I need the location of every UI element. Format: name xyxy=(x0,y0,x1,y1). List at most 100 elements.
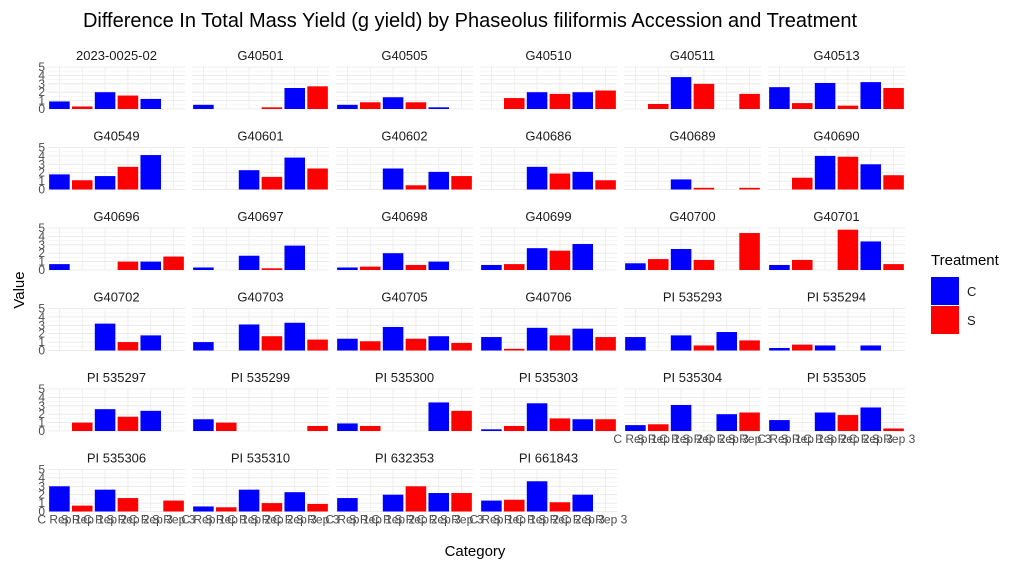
bar xyxy=(117,498,139,512)
facet-strip-label: PI 661843 xyxy=(519,451,578,466)
bar xyxy=(625,337,646,351)
x-tick-label: C Rep 3 xyxy=(129,513,173,527)
facet-panel: PI 535304 C Rep 1S Rep 1C Rep 2S Rep 2C R… xyxy=(613,370,771,446)
facet-panel: G40505 xyxy=(336,48,473,110)
x-tick-label: C Rep 2 xyxy=(803,432,847,446)
facet-panel: G40701 xyxy=(768,209,905,271)
bar xyxy=(49,174,70,190)
bar xyxy=(503,264,525,270)
x-tick-label: S Rep 2 xyxy=(538,513,582,527)
bar xyxy=(647,259,669,270)
bar xyxy=(739,93,760,109)
bar xyxy=(382,494,404,512)
x-axis-label: Category xyxy=(445,543,506,560)
bar xyxy=(526,92,548,109)
facet-panel: G40601 xyxy=(192,129,329,190)
x-tick-label: C Rep 1 xyxy=(37,513,81,527)
y-tick-label: 4 xyxy=(38,149,45,163)
y-tick-label: 5 xyxy=(38,382,45,396)
y-tick-label: 0 xyxy=(38,102,45,116)
bar xyxy=(860,82,882,109)
bar xyxy=(71,106,93,109)
bar xyxy=(261,107,283,109)
bar xyxy=(625,263,646,270)
bar xyxy=(503,98,525,109)
bar xyxy=(549,418,571,431)
bar xyxy=(595,90,616,109)
bar xyxy=(837,229,859,270)
bar xyxy=(883,88,904,109)
facet-strip-label: G40689 xyxy=(669,129,715,144)
bar xyxy=(71,422,93,431)
bar xyxy=(382,97,404,109)
bar xyxy=(769,420,790,431)
x-tick-label: S Rep 3 xyxy=(584,513,628,527)
bar xyxy=(549,93,571,109)
bar xyxy=(382,253,404,270)
facet-strip-label: G40698 xyxy=(381,209,427,224)
bar xyxy=(337,338,358,351)
bar xyxy=(595,180,616,190)
y-tick-label: 5 xyxy=(38,141,45,155)
facet-strip-label: G40501 xyxy=(237,48,283,63)
y-tick-label: 3 xyxy=(38,318,45,332)
bar xyxy=(428,261,450,270)
chart-title: Difference In Total Mass Yield (g yield)… xyxy=(83,10,858,32)
facet-panel: G40699 xyxy=(480,209,617,271)
bar xyxy=(71,505,93,512)
bar xyxy=(284,88,306,109)
facet-strip-label: PI 535297 xyxy=(87,370,146,385)
x-tick-label: S Rep 1 xyxy=(349,513,393,527)
bar xyxy=(526,403,548,431)
y-tick-label: 3 xyxy=(38,399,45,413)
bar xyxy=(359,102,381,109)
facet-panel: G40697 xyxy=(192,209,329,271)
bar xyxy=(94,176,116,190)
bar xyxy=(405,264,427,270)
x-tick-label: S Rep 1 xyxy=(61,513,105,527)
facet-strip-label: G40601 xyxy=(237,129,283,144)
x-tick-label: C Rep 3 xyxy=(561,513,605,527)
facet-panel: G40513 xyxy=(768,48,905,110)
bar xyxy=(769,347,790,351)
facet-panel: PI 535299 xyxy=(192,370,329,432)
bar xyxy=(382,168,404,190)
bar xyxy=(451,176,472,190)
x-tick-label: S Rep 3 xyxy=(152,513,196,527)
bar xyxy=(883,175,904,190)
bar xyxy=(428,336,450,351)
bar xyxy=(814,82,836,109)
facet-panel: PI 535294 xyxy=(768,290,905,351)
y-tick-label: 2 xyxy=(38,246,45,260)
bar xyxy=(94,409,116,431)
legend-swatch xyxy=(931,277,959,305)
bar xyxy=(71,180,93,190)
bar xyxy=(284,245,306,270)
bar xyxy=(769,264,790,270)
bar xyxy=(238,255,260,270)
bar xyxy=(428,493,450,512)
y-tick-label: 4 xyxy=(38,471,45,485)
y-tick-label: 0 xyxy=(38,183,45,197)
bar xyxy=(526,248,548,270)
bar xyxy=(739,340,760,351)
bar xyxy=(163,500,184,512)
bar xyxy=(49,101,70,109)
facet-strip-label: 2023-0025-02 xyxy=(76,48,157,63)
bar xyxy=(117,95,139,109)
x-tick-label: C Rep 1 xyxy=(325,513,369,527)
bar xyxy=(716,332,738,351)
bar xyxy=(307,425,328,431)
bar xyxy=(791,344,813,351)
x-tick-label: S Rep 1 xyxy=(205,513,249,527)
bar xyxy=(693,187,715,190)
facet-panel: G40698 xyxy=(336,209,473,271)
facet-strip-label: PI 632353 xyxy=(375,451,434,466)
facet-strip-label: PI 535305 xyxy=(807,370,866,385)
x-tick-label: C Rep 1 xyxy=(757,432,801,446)
